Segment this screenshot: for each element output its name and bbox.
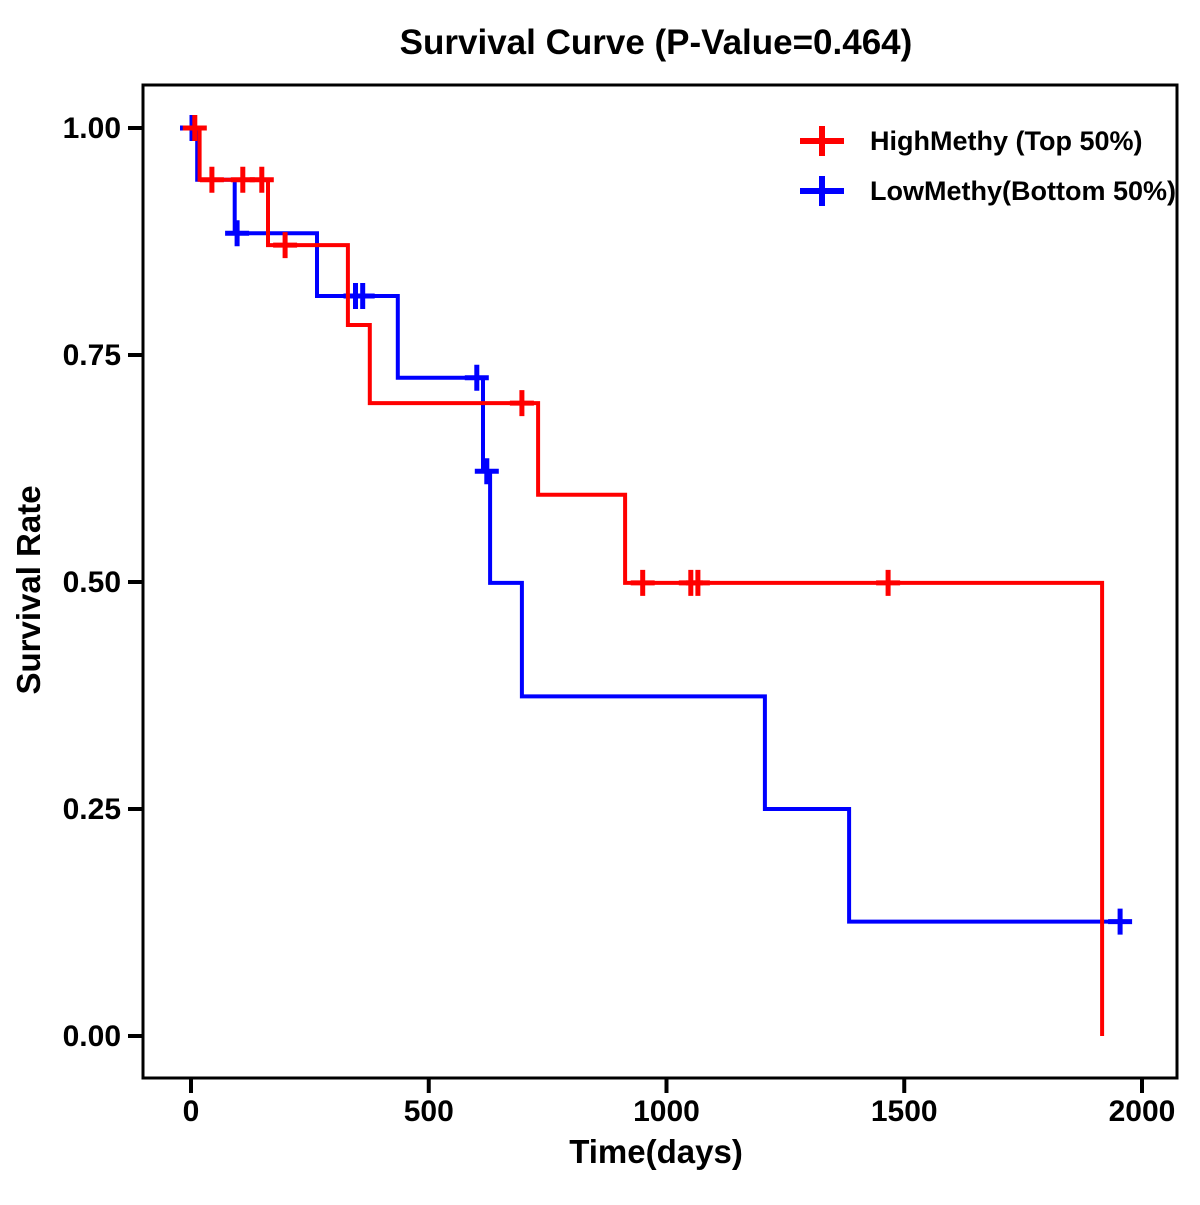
x-axis-label: Time(days) — [569, 1133, 743, 1170]
survival-curve — [191, 126, 1132, 924]
legend-item-lowmethy: LowMethy(Bottom 50%) — [800, 176, 1176, 206]
censor-plus-mark — [464, 364, 489, 391]
x-axis: 0 500 1000 1500 2000 — [183, 1078, 1176, 1128]
censor-plus-mark — [509, 390, 534, 417]
x-tick-label: 1500 — [871, 1095, 938, 1128]
x-tick-label: 1000 — [633, 1095, 700, 1128]
x-tick-label: 500 — [404, 1095, 454, 1128]
censor-plus-mark — [249, 166, 274, 193]
censor-plus-mark — [876, 569, 901, 596]
chart-title: Survival Curve (P-Value=0.464) — [400, 23, 913, 62]
y-tick-label: 0.25 — [63, 793, 121, 826]
y-tick-label: 0.75 — [63, 339, 121, 372]
censor-plus-mark — [685, 569, 710, 596]
censor-plus-mark — [1108, 908, 1133, 935]
y-axis: 1.00 0.75 0.50 0.25 0.00 — [63, 112, 143, 1053]
censor-plus-icon — [800, 176, 844, 206]
legend: HighMethy (Top 50%) LowMethy(Bottom 50%) — [800, 126, 1176, 206]
censor-plus-mark — [630, 569, 655, 596]
survival-curves — [180, 115, 1133, 1036]
censor-plus-mark — [225, 220, 250, 247]
censor-plus-mark — [199, 166, 224, 193]
y-axis-label: Survival Rate — [10, 485, 47, 694]
x-tick-label: 2000 — [1109, 1095, 1176, 1128]
y-tick-label: 0.00 — [63, 1020, 121, 1053]
censor-plus-mark — [474, 458, 499, 485]
censor-plus-mark — [350, 283, 375, 309]
legend-label-lowmethy: LowMethy(Bottom 50%) — [870, 176, 1176, 206]
censor-plus-mark — [273, 232, 298, 259]
x-tick-label: 0 — [183, 1095, 200, 1128]
censor-plus-mark — [182, 115, 207, 141]
legend-item-highmethy: HighMethy (Top 50%) — [800, 126, 1143, 156]
y-tick-label: 0.50 — [63, 566, 121, 599]
censor-plus-icon — [800, 126, 844, 156]
y-tick-label: 1.00 — [63, 112, 121, 145]
legend-label-highmethy: HighMethy (Top 50%) — [870, 126, 1143, 156]
